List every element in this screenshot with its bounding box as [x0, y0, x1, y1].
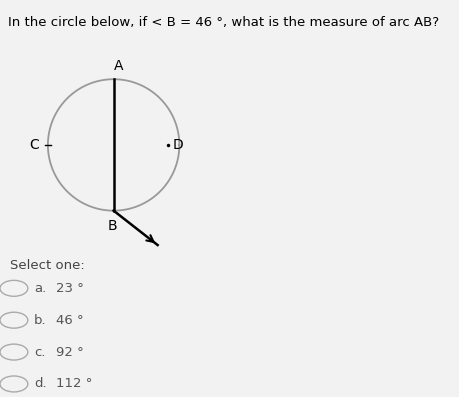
Text: 46 °: 46 ° — [56, 314, 83, 327]
Text: d.: d. — [34, 378, 47, 391]
Text: a.: a. — [34, 282, 46, 295]
Text: In the circle below, if < B = 46 °, what is the measure of arc AB?: In the circle below, if < B = 46 °, what… — [8, 16, 438, 29]
Text: c.: c. — [34, 345, 45, 358]
Text: Select one:: Select one: — [10, 259, 85, 272]
Text: A: A — [114, 59, 123, 73]
Text: D: D — [173, 138, 183, 152]
Text: 92 °: 92 ° — [56, 345, 83, 358]
Text: C: C — [29, 138, 39, 152]
Text: 112 °: 112 ° — [56, 378, 92, 391]
Text: 23 °: 23 ° — [56, 282, 84, 295]
Text: b.: b. — [34, 314, 47, 327]
Text: B: B — [107, 219, 117, 233]
